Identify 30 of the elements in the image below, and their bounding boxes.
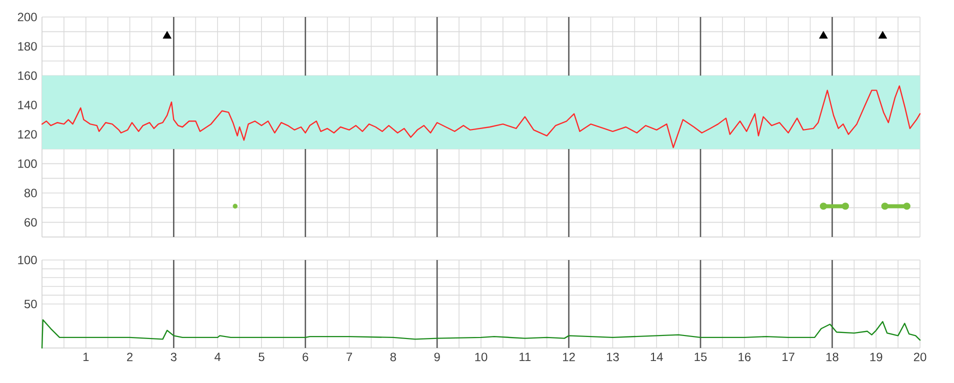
x-tick-label: 10	[475, 352, 488, 362]
y-tick-label: 60	[24, 218, 37, 227]
x-tick-label: 12	[563, 352, 575, 362]
x-tick-label: 14	[650, 352, 663, 361]
x-tick-label: 15	[694, 352, 707, 362]
y-tick-label: 80	[24, 188, 37, 198]
x-tick-label: 13	[606, 352, 619, 362]
x-tick-label: 2	[127, 352, 133, 362]
x-tick-label: 9	[434, 352, 440, 362]
x-tick-label: 8	[390, 352, 396, 362]
y-tick-label: 100	[18, 256, 37, 264]
y-tick-label: 200	[18, 12, 37, 22]
x-tick-label: 6	[302, 352, 308, 362]
x-tick-label: 16	[738, 352, 751, 362]
y-tick-label: 140	[18, 100, 37, 110]
y-tick-label: 180	[18, 42, 37, 51]
y-tick-label: 160	[18, 71, 37, 80]
x-tick-label: 3	[170, 352, 177, 362]
x-tick-label: 18	[826, 352, 838, 362]
x-tick-label: 11	[520, 352, 531, 361]
x-tick-label: 20	[914, 352, 926, 362]
x-tick-label: 4	[214, 352, 221, 361]
y-tick-label: 120	[18, 130, 37, 139]
y-tick-label: 100	[18, 159, 37, 168]
x-tick-label: 17	[782, 352, 794, 361]
x-tick-label: 5	[258, 352, 264, 362]
x-tick-label: 1	[83, 352, 89, 361]
x-tick-label: 7	[346, 352, 352, 361]
y-tick-label: 50	[24, 300, 37, 308]
x-tick-label: 19	[870, 352, 882, 362]
